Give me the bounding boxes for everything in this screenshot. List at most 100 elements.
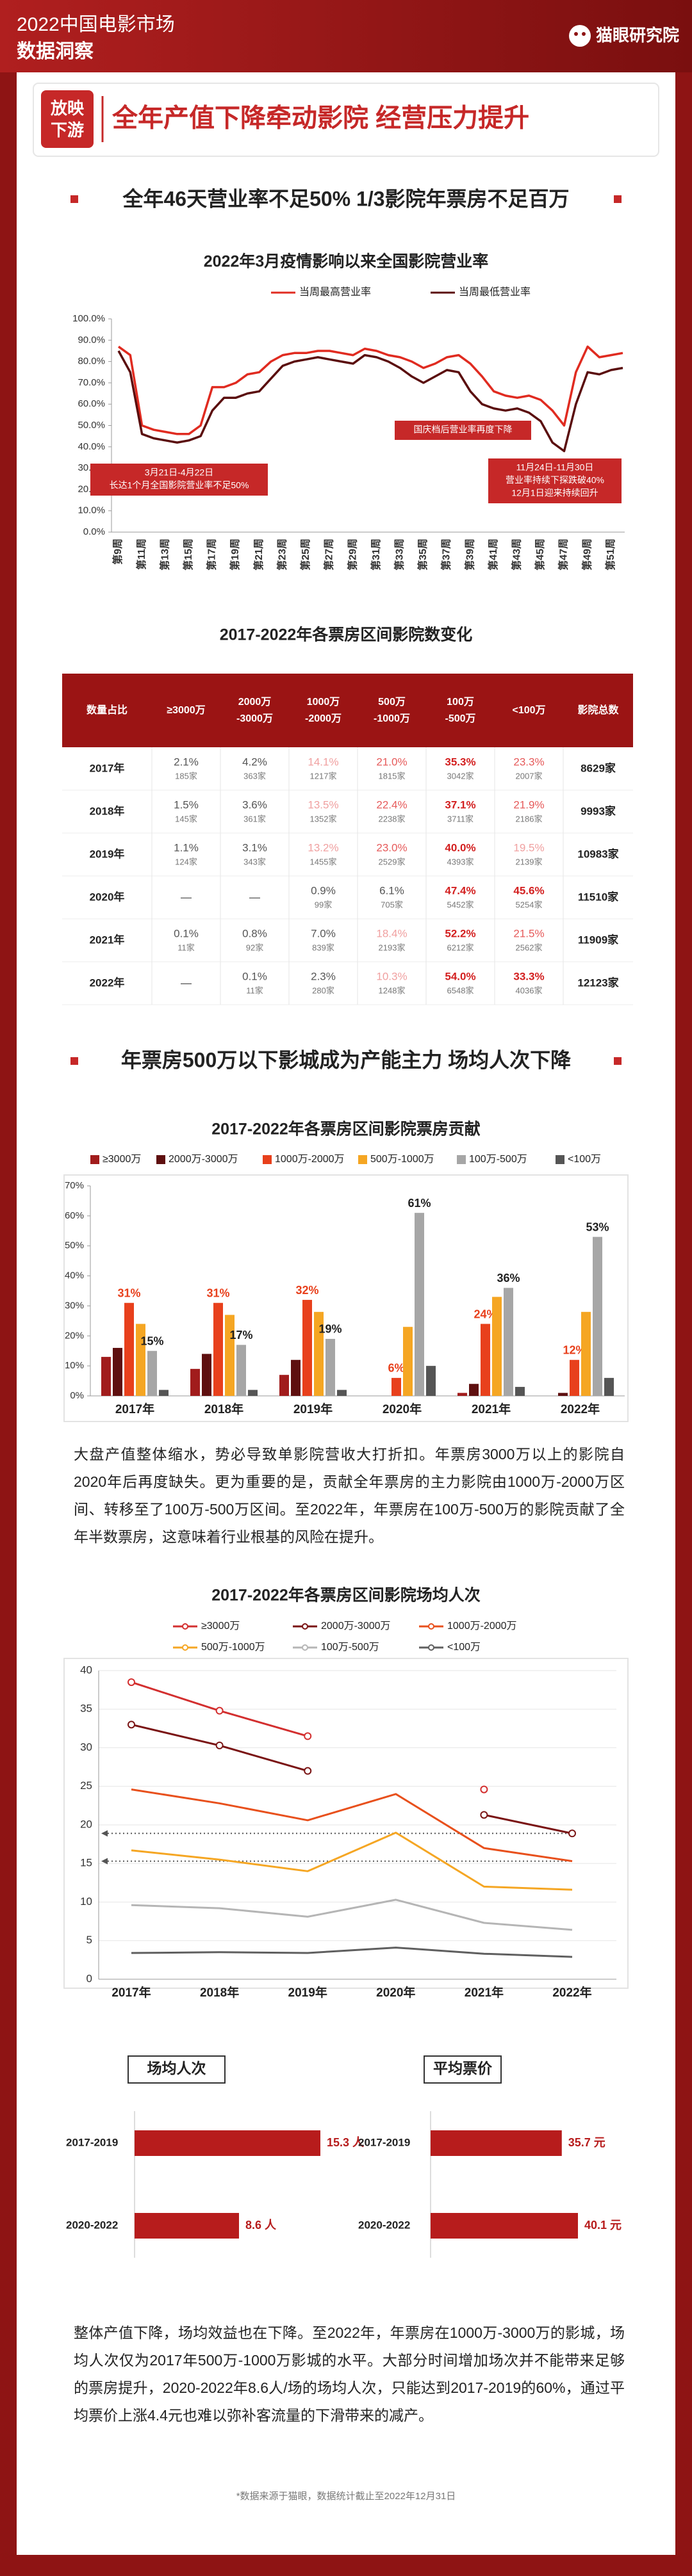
annotation-text: 11月24日-11月30日 — [516, 462, 594, 473]
annotation-box — [488, 458, 622, 503]
y-tick-label: 0% — [70, 1390, 84, 1401]
table-count: 2562家 — [516, 943, 543, 952]
chart-title-box — [424, 2055, 502, 2084]
table-year: 2022年 — [90, 976, 125, 989]
table-pct: 2.1% — [174, 756, 199, 768]
line — [131, 1947, 573, 1958]
table-header: -1000万 — [374, 713, 410, 724]
table-header: -2000万 — [305, 713, 342, 724]
legend-label: <100万 — [447, 1642, 481, 1653]
legend-swatch — [263, 1155, 272, 1164]
x-tick-label: 第9周 — [111, 539, 124, 565]
heading-mark — [70, 1057, 78, 1065]
bar — [136, 1324, 145, 1396]
brand-logo — [569, 25, 591, 47]
legend-label: 2000万-3000万 — [321, 1621, 391, 1632]
data-label: 35.7 元 — [568, 2136, 606, 2149]
table-count: 5452家 — [447, 900, 474, 909]
bar — [302, 1300, 312, 1396]
x-tick-label: 2022年 — [552, 1985, 591, 2000]
table-pct: — — [181, 976, 192, 989]
y-tick-label: 60.0% — [78, 398, 105, 409]
bar — [236, 1345, 246, 1396]
legend-label: 当周最低营业率 — [459, 286, 531, 298]
point — [568, 1829, 576, 1838]
y-tick-label: 30% — [65, 1300, 84, 1311]
bar — [593, 1236, 602, 1396]
data-label: 53% — [586, 1220, 609, 1233]
x-tick-label: 第21周 — [252, 539, 265, 571]
table-count: 11家 — [246, 985, 263, 995]
chart-title: 场均人次 — [147, 2060, 206, 2077]
y-tick-label: 10 — [80, 1895, 92, 1908]
x-tick-label: 2019年 — [293, 1402, 333, 1416]
bar — [515, 1386, 525, 1396]
legend-swatch — [556, 1155, 564, 1164]
table-count: 2186家 — [516, 814, 543, 823]
y-tick-label: 50.0% — [78, 419, 105, 430]
table-count: 1455家 — [310, 857, 337, 866]
table-year: 2018年 — [90, 804, 125, 817]
data-label: 12% — [563, 1344, 586, 1357]
badge — [41, 90, 94, 148]
table-year: 2020年 — [90, 890, 125, 903]
table-count: 343家 — [243, 857, 266, 866]
table-title: 2017-2022年各票房区间影院数变化 — [220, 626, 473, 644]
bar — [213, 1302, 223, 1396]
table-year: 2019年 — [90, 847, 125, 860]
x-tick-label: 第41周 — [487, 539, 499, 571]
data-label: 19% — [318, 1323, 342, 1336]
annotation-text: 3月21日-4月22日 — [145, 467, 213, 478]
table-pct: 10.3% — [376, 970, 407, 982]
table-count: 6212家 — [447, 943, 474, 952]
line — [131, 1788, 573, 1863]
heading-mark — [614, 1057, 622, 1065]
table-pct: 0.9% — [311, 884, 336, 896]
chart-title: 2022年3月疫情影响以来全国影院营业率 — [204, 252, 489, 271]
table-pct: 18.4% — [376, 927, 407, 939]
x-tick-label: 2021年 — [472, 1402, 511, 1416]
table-pct: 33.3% — [513, 970, 544, 982]
table-pct: 3.1% — [242, 841, 267, 854]
table-count: 2529家 — [379, 857, 406, 866]
table-total: 9993家 — [581, 804, 616, 817]
paragraph: 整体产值下降，场均效益也在下降。至2022年，年票房在1000万-3000万的影… — [74, 2324, 625, 2424]
table-header: 100万 — [447, 697, 474, 708]
legend-label: ≥3000万 — [201, 1621, 240, 1632]
point — [304, 1767, 312, 1775]
y-tick-label: 25 — [80, 1779, 92, 1792]
bar — [604, 1377, 614, 1396]
y-tick-label: 0 — [86, 1972, 92, 1984]
y-tick-label: 0.0% — [83, 526, 105, 537]
category-label: 2020-2022 — [66, 2219, 118, 2231]
annotation-box — [395, 421, 531, 440]
y-tick-label: 40% — [65, 1270, 84, 1281]
data-label: 40.1 元 — [584, 2219, 622, 2232]
bar — [457, 1393, 467, 1396]
annotation-text: 营业率持续下探跌破40% — [506, 475, 604, 485]
banner-box — [33, 83, 659, 157]
legend-swatch — [156, 1155, 165, 1164]
bar — [391, 1377, 401, 1396]
table-pct: 0.1% — [242, 970, 267, 982]
table-pct: 14.1% — [308, 756, 338, 768]
legend-swatch — [358, 1155, 367, 1164]
table-pct: — — [181, 891, 192, 903]
x-tick-label: 2017年 — [111, 1985, 151, 2000]
table-header: 1000万 — [307, 697, 340, 708]
data-label: 8.6 人 — [245, 2219, 277, 2232]
bar — [403, 1327, 413, 1396]
bar — [415, 1213, 424, 1396]
x-tick-label: 第11周 — [135, 539, 147, 570]
legend-label: 1000万-2000万 — [447, 1621, 517, 1632]
table-count: 4393家 — [447, 857, 474, 866]
table-pct: 13.2% — [308, 841, 338, 854]
legend-label: 100万-500万 — [469, 1154, 527, 1165]
table-count: 2139家 — [516, 857, 543, 866]
brand-logo-eye — [574, 32, 578, 36]
table-pct: 23.3% — [513, 756, 544, 768]
table-count: 5254家 — [516, 900, 543, 909]
y-tick-label: 40 — [80, 1664, 92, 1676]
point — [480, 1811, 488, 1819]
